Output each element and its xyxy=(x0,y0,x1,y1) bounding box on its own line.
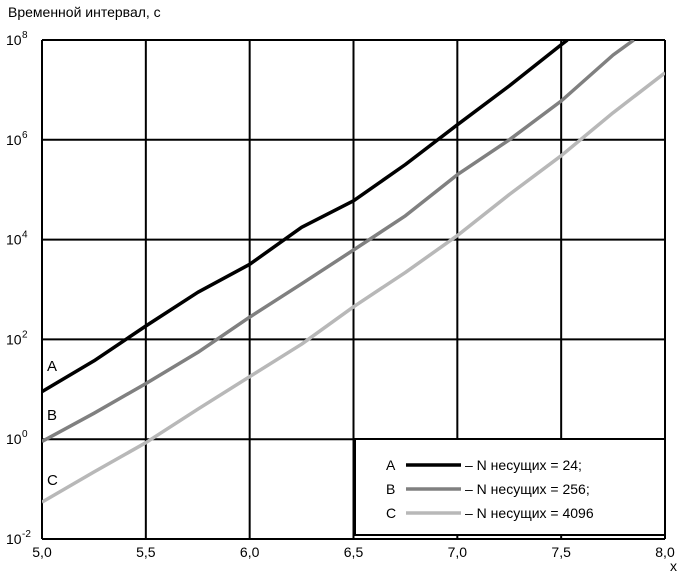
y-tick-label: 10 xyxy=(6,431,22,447)
curve-label-a: A xyxy=(47,358,57,375)
y-tick-label: 10 xyxy=(6,32,22,48)
legend-key-b: B xyxy=(386,481,395,497)
legend-key-c: C xyxy=(386,505,396,521)
y-tick-exponent: 2 xyxy=(22,329,28,340)
y-tick-exponent: 6 xyxy=(22,130,28,141)
y-tick-label: 10 xyxy=(6,132,22,148)
x-tick-label: 7,0 xyxy=(448,544,468,560)
legend-label-b: – N несущих = 256; xyxy=(465,481,590,497)
curve-label-b: B xyxy=(47,407,57,424)
series-line-c xyxy=(42,71,665,504)
curve-labels: A B C xyxy=(47,358,58,489)
legend-box xyxy=(354,438,666,536)
y-tick-label: 10 xyxy=(6,232,22,248)
y-tick-label: 10 xyxy=(6,531,22,547)
y-tick-exponent: 0 xyxy=(22,429,28,440)
x-tick-label: 7,5 xyxy=(551,544,571,560)
series-line-b xyxy=(42,40,635,444)
y-axis-title: Временной интервал, с xyxy=(8,4,161,20)
y-tick-label: 10 xyxy=(6,331,22,347)
legend-label-a: – N несущих = 24; xyxy=(465,457,582,473)
legend: A – N несущих = 24; B – N несущих = 256; C – … xyxy=(354,438,666,536)
x-tick-label: 5,0 xyxy=(32,544,52,560)
y-tick-exponent: 8 xyxy=(22,30,28,41)
legend-label-c: – N несущих = 4096 xyxy=(465,505,594,521)
y-tick-exponent: 4 xyxy=(22,230,28,241)
x-tick-labels: 5,0 5,5 6,0 6,5 7,0 7,5 8,0 xyxy=(32,544,675,560)
series-line-a xyxy=(42,40,569,394)
y-tick-exponent: -2 xyxy=(22,529,31,540)
x-tick-label: 6,0 xyxy=(240,544,260,560)
legend-key-a: A xyxy=(386,457,396,473)
x-tick-label: 6,5 xyxy=(344,544,364,560)
curves xyxy=(42,40,665,504)
x-tick-label: 5,5 xyxy=(136,544,156,560)
x-axis-title: x xyxy=(670,558,677,574)
curve-label-c: C xyxy=(47,472,58,489)
x-tick-label: 8,0 xyxy=(655,544,675,560)
grid xyxy=(41,39,666,540)
